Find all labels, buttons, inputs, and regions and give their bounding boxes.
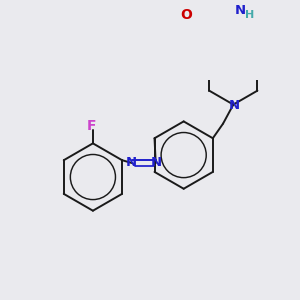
Text: N: N — [126, 156, 137, 169]
Text: N: N — [235, 4, 246, 17]
Text: F: F — [87, 119, 96, 133]
Text: N: N — [229, 99, 240, 112]
Text: N: N — [151, 156, 162, 169]
Text: O: O — [181, 8, 192, 22]
Text: H: H — [245, 10, 254, 20]
